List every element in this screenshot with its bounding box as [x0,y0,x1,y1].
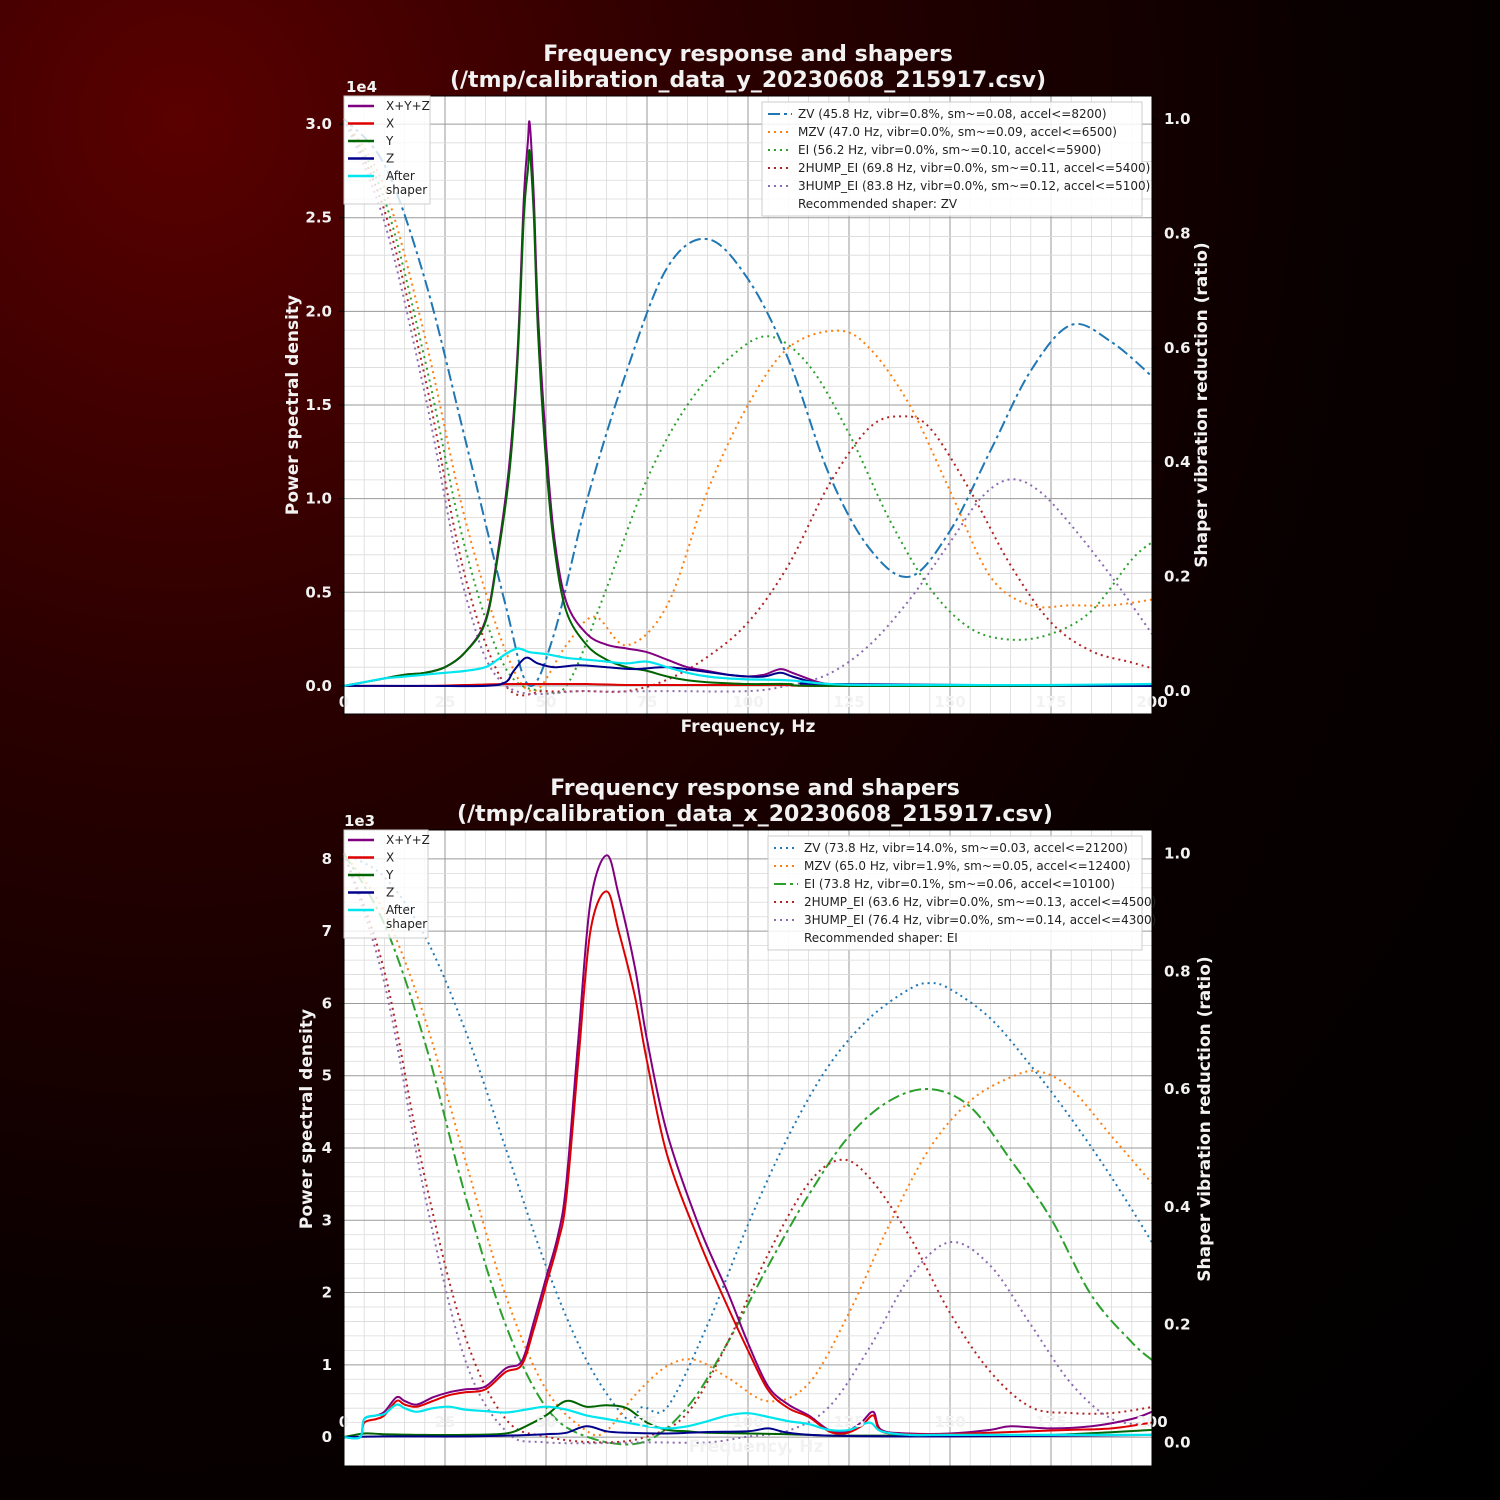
psd-legend-box [343,829,429,939]
legend-entry: Y [385,134,394,148]
psd-line-y [343,149,1153,688]
chart-bottom: Frequency response and shapers (/tmp/cal… [0,764,1500,1484]
y2-tick-label: 0.0 [1164,1433,1191,1451]
legend-entry: Y [385,868,394,882]
y-tick-label: 1 [322,1356,332,1374]
chart-title: Frequency response and shapers [550,776,960,801]
y-tick-label: 1.5 [305,396,332,414]
legend-entry: X+Y+Z [386,99,430,113]
plot-frame [343,829,1153,1467]
y-tick-label: 3 [322,1211,332,1229]
shaper-line-mzv [343,853,1153,1437]
y2-axis-label: Shaper vibration reduction (ratio) [1195,956,1215,1281]
x-tick-label: 100 [732,1413,763,1431]
legend-entry: After [386,903,415,917]
y2-tick-label: 0.4 [1164,1198,1191,1216]
x-tick-label: 175 [1035,1413,1066,1431]
y2-tick-label: 0.2 [1164,568,1191,586]
y-tick-label: 1.0 [305,490,332,508]
legend-entry: 2HUMP_EI (63.6 Hz, vibr=0.0%, sm~=0.13, … [804,895,1156,909]
x-tick-label: 50 [536,1413,557,1431]
legend-entry: EI (56.2 Hz, vibr=0.0%, sm~=0.10, accel<… [798,143,1101,157]
x-tick-label: 125 [833,693,864,711]
y2-axis-label: Shaper vibration reduction (ratio) [1192,242,1212,567]
legend-entry: MZV (47.0 Hz, vibr=0.0%, sm~=0.09, accel… [798,125,1117,139]
shaper-line-zv [343,118,1153,687]
shaper-legend-box [761,101,1143,217]
recommended-shaper: Recommended shaper: ZV [798,197,958,211]
y2-tick-label: 0.8 [1164,962,1191,980]
y2-tick-label: 0.2 [1164,1316,1191,1334]
x-tick-label: 75 [637,1413,658,1431]
y-tick-label: 5 [322,1067,332,1085]
y-exponent-label: 1e4 [346,78,377,96]
x-tick-label: 75 [637,693,658,711]
y2-tick-label: 0.0 [1164,682,1191,700]
legend-entry: ZV (45.8 Hz, vibr=0.8%, sm~=0.08, accel<… [798,107,1107,121]
x-tick-label: 100 [732,693,763,711]
y2-tick-label: 1.0 [1164,845,1191,863]
y-tick-label: 0 [322,1428,332,1446]
legend-entry: 2HUMP_EI (69.8 Hz, vibr=0.0%, sm~=0.11, … [798,161,1150,175]
y-tick-label: 0.0 [305,677,332,695]
legend-entry: EI (73.8 Hz, vibr=0.1%, sm~=0.06, accel<… [804,877,1115,891]
y-tick-label: 2.0 [305,302,332,320]
psd-line-z [343,1425,1153,1439]
legend-entry: Z [386,886,394,900]
x-tick-label: 25 [435,1413,456,1431]
y-tick-label: 2 [322,1284,332,1302]
legend-entry: 3HUMP_EI (76.4 Hz, vibr=0.0%, sm~=0.14, … [804,913,1156,927]
legend-entry: X [386,117,394,131]
legend-entry: shaper [386,183,427,197]
shaper-line-zv [343,852,1153,1422]
y2-tick-label: 0.6 [1164,1080,1191,1098]
chart-bottom-svg: Frequency response and shapers (/tmp/cal… [297,776,1215,1471]
chart-title: Frequency response and shapers [543,42,953,67]
chart-subtitle: (/tmp/calibration_data_y_20230608_215917… [450,68,1046,93]
shaper-line-3hump-ei [343,853,1153,1445]
y-axis-label: Power spectral density [283,295,303,515]
y-tick-label: 6 [322,994,332,1012]
y2-tick-label: 0.6 [1164,339,1191,357]
x-axis-label: Frequency, Hz [689,1437,824,1457]
recommended-shaper: Recommended shaper: EI [804,931,958,945]
y-exponent-label: 1e3 [344,812,375,830]
x-tick-label: 50 [536,693,557,711]
x-axis-label: Frequency, Hz [681,717,816,737]
plot-frame [343,95,1153,715]
x-tick-label: 25 [435,693,456,711]
legend-entry: X+Y+Z [386,833,430,847]
y-tick-label: 8 [322,850,332,868]
legend-entry: MZV (65.0 Hz, vibr=1.9%, sm~=0.05, accel… [804,859,1131,873]
psd-line-after-shaper [343,647,1153,687]
y-tick-label: 3.0 [305,115,332,133]
shaper-line-ei [343,853,1153,1446]
psd-legend-box [343,95,431,205]
shaper-line-ei [343,118,1153,694]
chart-top: Frequency response and shapers (/tmp/cal… [0,30,1500,750]
y-tick-label: 2.5 [305,209,332,227]
y-tick-label: 7 [322,922,332,940]
shaper-legend-box [767,835,1143,951]
legend-entry: X [386,851,394,865]
x-tick-label: 175 [1035,693,1066,711]
y-tick-label: 0.5 [305,583,332,601]
y2-tick-label: 0.8 [1164,224,1191,242]
chart-top-svg: Frequency response and shapers (/tmp/cal… [283,42,1212,737]
x-tick-label: 150 [934,693,965,711]
legend-entry: After [386,169,415,183]
shaper-line-2hump-ei [343,118,1153,697]
x-tick-label: 150 [934,1413,965,1431]
legend-entry: ZV (73.8 Hz, vibr=14.0%, sm~=0.03, accel… [804,841,1128,855]
psd-line-after-shaper [343,1403,1152,1440]
y2-tick-label: 0.4 [1164,453,1191,471]
legend-entry: Z [386,152,394,166]
legend-entry: 3HUMP_EI (83.8 Hz, vibr=0.0%, sm~=0.12, … [798,179,1150,193]
chart-subtitle: (/tmp/calibration_data_x_20230608_215917… [457,802,1053,827]
y2-tick-label: 1.0 [1164,110,1191,128]
legend-entry: shaper [386,917,427,931]
y-tick-label: 4 [322,1139,332,1157]
x-tick-label: 125 [833,1413,864,1431]
y-axis-label: Power spectral density [297,1009,317,1229]
